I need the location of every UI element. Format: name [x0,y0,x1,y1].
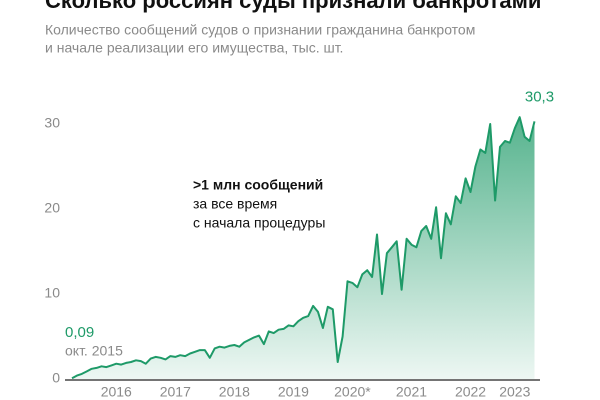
x-tick-label: 2022 [455,384,486,400]
x-tick-label: 2021 [396,384,427,400]
x-tick-label: 2023 [499,384,530,400]
x-tick-label: 2019 [278,384,309,400]
subtitle: и начале реализации его имущества, тыс. … [45,40,343,56]
data-label: 30,3 [525,88,554,105]
y-tick-label: 20 [44,200,60,216]
y-tick-label: 10 [44,285,60,301]
chart-title: Сколько россиян суды признали банкротами [45,0,541,13]
x-tick-label: 2018 [219,384,250,400]
x-tick-label: 2016 [101,384,132,400]
data-label: 0,09 [65,324,94,341]
annotation: с начала процедуры [193,215,325,231]
y-tick-label: 0 [52,370,60,386]
y-tick-label: 30 [44,115,60,131]
subtitle: Количество сообщений судов о признании г… [45,22,475,38]
start-date-label: окт. 2015 [65,343,123,359]
annotation: за все время [193,196,277,212]
line [71,116,536,380]
annotation: >1 млн сообщений [193,177,323,193]
area [72,117,535,379]
x-tick-label: 2020* [334,384,371,400]
x-tick-label: 2017 [160,384,191,400]
